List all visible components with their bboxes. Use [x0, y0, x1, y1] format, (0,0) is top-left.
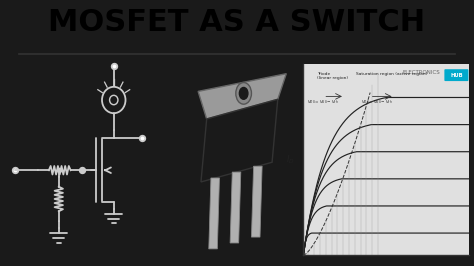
Text: ELECTRONICS: ELECTRONICS [403, 70, 441, 74]
Text: $V_{GS}$ increases: $V_{GS}$ increases [473, 108, 474, 115]
Polygon shape [230, 172, 241, 243]
Polygon shape [209, 178, 219, 249]
Text: $I_D$: $I_D$ [286, 153, 294, 166]
Text: Saturation region (active region): Saturation region (active region) [356, 72, 428, 76]
Polygon shape [251, 166, 262, 237]
Polygon shape [201, 99, 278, 182]
Text: $V_{DS}=V_{GS}-V_{th}$: $V_{DS}=V_{GS}-V_{th}$ [361, 98, 393, 106]
FancyBboxPatch shape [444, 69, 468, 81]
Circle shape [236, 82, 251, 104]
Circle shape [239, 88, 248, 99]
Text: $V_{DS}=V_{GS}-V_{th}$: $V_{DS}=V_{GS}-V_{th}$ [307, 98, 338, 106]
Text: $V_{GS}=V_{th}$
(off state): $V_{GS}=V_{th}$ (off state) [473, 221, 474, 233]
Polygon shape [198, 74, 286, 119]
Text: HUB: HUB [450, 73, 463, 78]
Text: Triode
(linear region): Triode (linear region) [317, 72, 347, 80]
Text: $V_{GS}=V_{th}+1$: $V_{GS}=V_{th}+1$ [473, 152, 474, 160]
Text: MOSFET AS A SWITCH: MOSFET AS A SWITCH [48, 8, 426, 37]
